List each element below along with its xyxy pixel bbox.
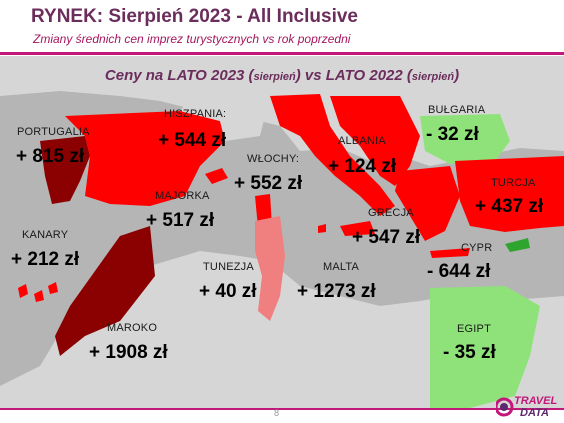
label-turkey: TURCJA [491, 177, 536, 189]
shape-crete [430, 248, 470, 258]
value-egypt: - 35 zł [443, 342, 496, 363]
shape-canary [18, 282, 58, 302]
map-title: Ceny na LATO 2023 (sierpień) vs LATO 202… [104, 67, 460, 84]
value-italy: + 552 zł [234, 173, 303, 194]
travel-data-logo-icon [496, 397, 514, 417]
shape-turkey [455, 156, 564, 232]
label-cyprus: CYPR [461, 242, 493, 254]
value-cyprus: - 644 zł [427, 261, 491, 282]
shape-cyprus [505, 238, 530, 252]
value-canary: + 212 zł [11, 249, 80, 270]
value-morocco: + 1908 zł [89, 342, 168, 363]
label-egypt: EGIPT [457, 323, 492, 335]
label-greece: GRECJA [368, 207, 414, 219]
label-canary: KANARY [22, 229, 69, 241]
logo-text-travel: TRAVEL [514, 395, 558, 407]
shape-egypt [430, 286, 540, 408]
label-morocco: MAROKO [107, 322, 158, 334]
value-malta: + 1273 zł [297, 281, 376, 302]
label-albania: ALBANIA [338, 135, 386, 147]
footer-rule [0, 408, 564, 410]
shape-italy [270, 94, 395, 216]
value-spain: + 544 zł [158, 130, 227, 151]
label-spain: HISZPANIA: [164, 108, 227, 120]
value-greece: + 547 zł [352, 227, 421, 248]
slide-title: RYNEK: Sierpień 2023 - All Inclusive [31, 6, 358, 27]
label-italy: WŁOCHY: [247, 153, 300, 165]
shape-majorca [205, 168, 228, 184]
label-majorca: MAJORKA [155, 190, 210, 202]
shape-greece [395, 166, 460, 241]
shape-bulgaria [420, 114, 510, 164]
shape-morocco [55, 226, 155, 356]
map-area: Ceny na LATO 2023 (sierpień) vs LATO 202… [0, 56, 564, 408]
shape-spain [65, 111, 225, 206]
header-rule [0, 52, 564, 55]
shape-tunisia [255, 216, 285, 321]
label-malta: MALTA [323, 261, 360, 273]
value-tunisia: + 40 zł [199, 281, 257, 302]
label-bulgaria: BUŁGARIA [428, 104, 486, 116]
label-portugal: PORTUGALIA [17, 126, 90, 138]
value-bulgaria: - 32 zł [426, 124, 479, 145]
page-number: 8 [274, 408, 280, 418]
shape-albania [330, 96, 420, 186]
shape-portugal [40, 136, 90, 204]
map-svg [0, 56, 564, 408]
value-portugal: + 815 zł [16, 146, 85, 167]
label-tunisia: TUNEZJA [203, 261, 254, 273]
value-albania: + 124 zł [328, 156, 397, 177]
logo-text-data: DATA [520, 407, 549, 419]
slide-subtitle: Zmiany średnich cen imprez turystycznych… [33, 32, 351, 46]
value-turkey: + 437 zł [475, 196, 544, 217]
value-majorca: + 517 zł [146, 210, 215, 231]
shape-sicily [340, 221, 375, 236]
slide-header: RYNEK: Sierpień 2023 - All Inclusive Zmi… [0, 0, 564, 56]
shape-france [180, 86, 270, 141]
shape-malta [318, 224, 326, 233]
